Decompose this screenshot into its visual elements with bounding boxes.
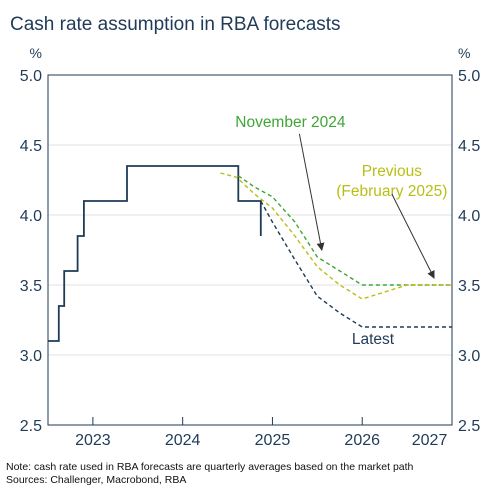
y-tick-label-right: 4.5 (458, 138, 480, 155)
y-tick-label-right: 4.0 (458, 208, 480, 225)
x-tick-label: 2025 (255, 432, 291, 449)
annotation-previous-arrow (391, 193, 435, 279)
plot-frame (47, 74, 453, 426)
annotation-november-2024-arrow (298, 133, 325, 251)
series-line-latest (260, 200, 452, 328)
series-line-previous-february-2025 (220, 172, 452, 300)
y-tick-label-left: 4.0 (20, 208, 42, 225)
x-tick-label: 2023 (75, 432, 111, 449)
y-tick-label-left: 5.0 (20, 68, 42, 85)
y-tick-label-left: 3.5 (20, 278, 42, 295)
y-tick-label-left: 3.0 (20, 348, 42, 365)
y-tick-label-right: 3.0 (458, 348, 480, 365)
y-unit-label-left: % (30, 45, 42, 61)
x-tick-label: 2027 (412, 432, 448, 449)
x-tick-label: 2026 (344, 432, 380, 449)
y-tick-label-right: 5.0 (458, 68, 480, 85)
annotation-latest-label: Latest (352, 331, 395, 348)
annotation-november-2024-label: November 2024 (235, 114, 346, 131)
annotation-previous-label: Previous (362, 163, 423, 180)
y-tick-label-left: 4.5 (20, 138, 42, 155)
series-line-november-2024 (237, 175, 452, 286)
y-tick-label-left: 2.5 (20, 418, 42, 435)
footnote-note: Note: cash rate used in RBA forecasts ar… (6, 461, 414, 473)
x-tick-label: 2024 (165, 432, 201, 449)
series-line-actual (48, 165, 262, 342)
y-unit-label-right: % (458, 45, 470, 61)
y-tick-label-right: 2.5 (458, 418, 480, 435)
y-tick-label-right: 3.5 (458, 278, 480, 295)
footnote-sources: Sources: Challenger, Macrobond, RBA (6, 474, 187, 486)
annotation-previous-label: (February 2025) (336, 183, 447, 200)
chart-title: Cash rate assumption in RBA forecasts (10, 14, 341, 35)
